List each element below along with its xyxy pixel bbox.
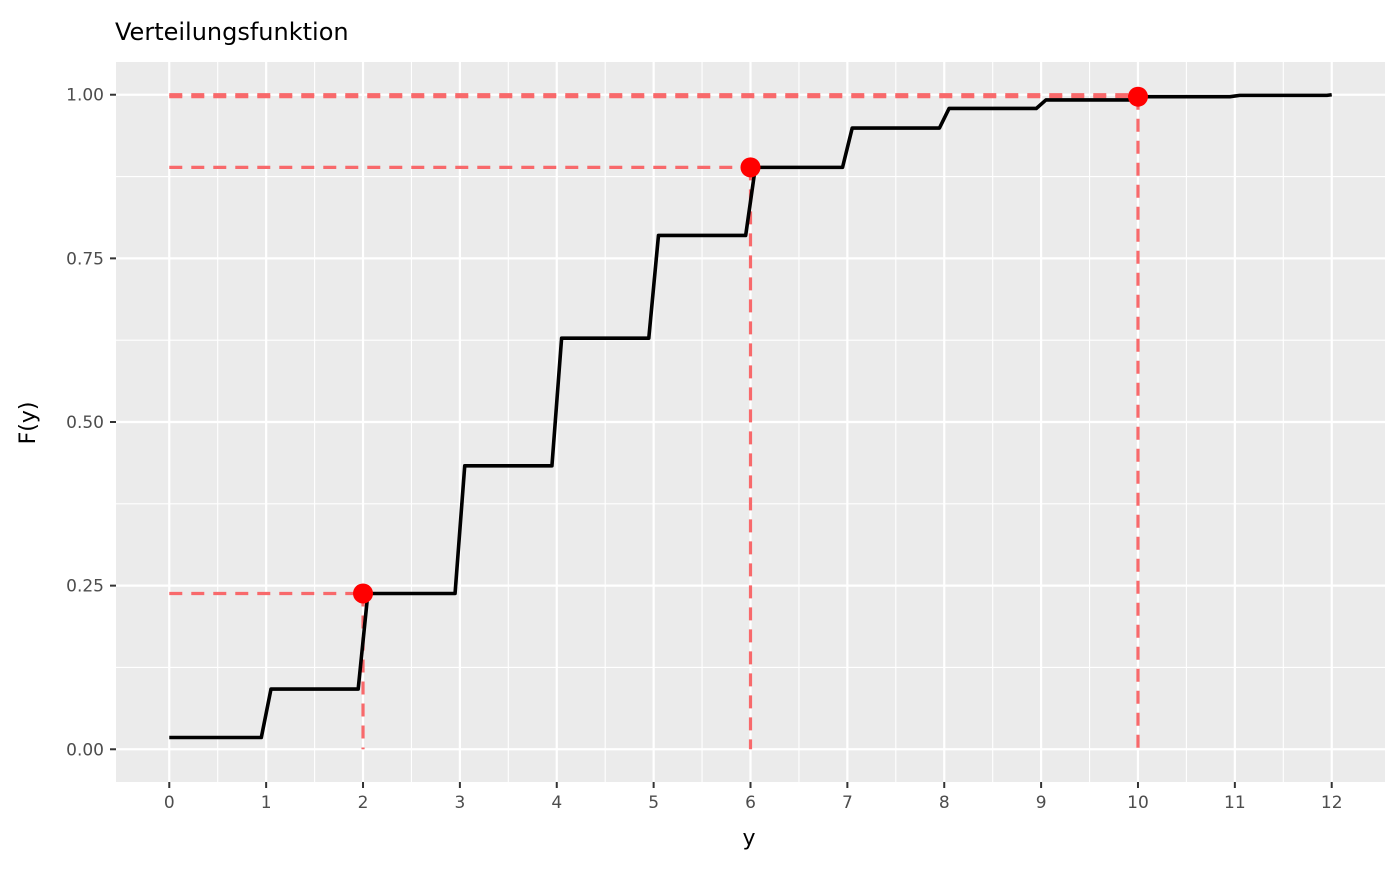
chart-title: Verteilungsfunktion [115,18,349,46]
x-tick-label: 9 [1036,793,1047,813]
guide-lines [169,93,1140,750]
x-tick-label: 5 [648,793,659,813]
highlight-points [353,86,1148,604]
y-tick-label: 0.50 [66,413,104,433]
y-tick-label: 1.00 [66,86,104,106]
x-tick-label: 8 [939,793,950,813]
y-tick-label: 0.00 [66,740,104,760]
y-tick-label: 0.25 [66,577,104,597]
x-tick-label: 2 [358,793,369,813]
x-tick-label: 1 [261,793,272,813]
x-tick-label: 6 [745,793,756,813]
highlight-point-1 [353,583,374,604]
x-tick-label: 12 [1321,793,1343,813]
x-tick-label: 7 [842,793,853,813]
x-axis-title: y [742,826,755,851]
x-tick-label: 3 [454,793,465,813]
x-tick-label: 0 [164,793,175,813]
y-axis-title: F(y) [16,402,41,445]
highlight-point-3 [1127,86,1148,107]
y-tick-label: 0.75 [66,249,104,269]
highlight-point-2 [740,157,761,178]
x-tick-label: 11 [1224,793,1246,813]
x-axis: 0 1 2 3 4 5 6 7 8 9 10 11 12 [164,782,1343,813]
y-axis: 0.00 0.25 0.50 0.75 1.00 [66,86,116,760]
x-tick-label: 10 [1127,793,1149,813]
x-tick-label: 4 [551,793,562,813]
